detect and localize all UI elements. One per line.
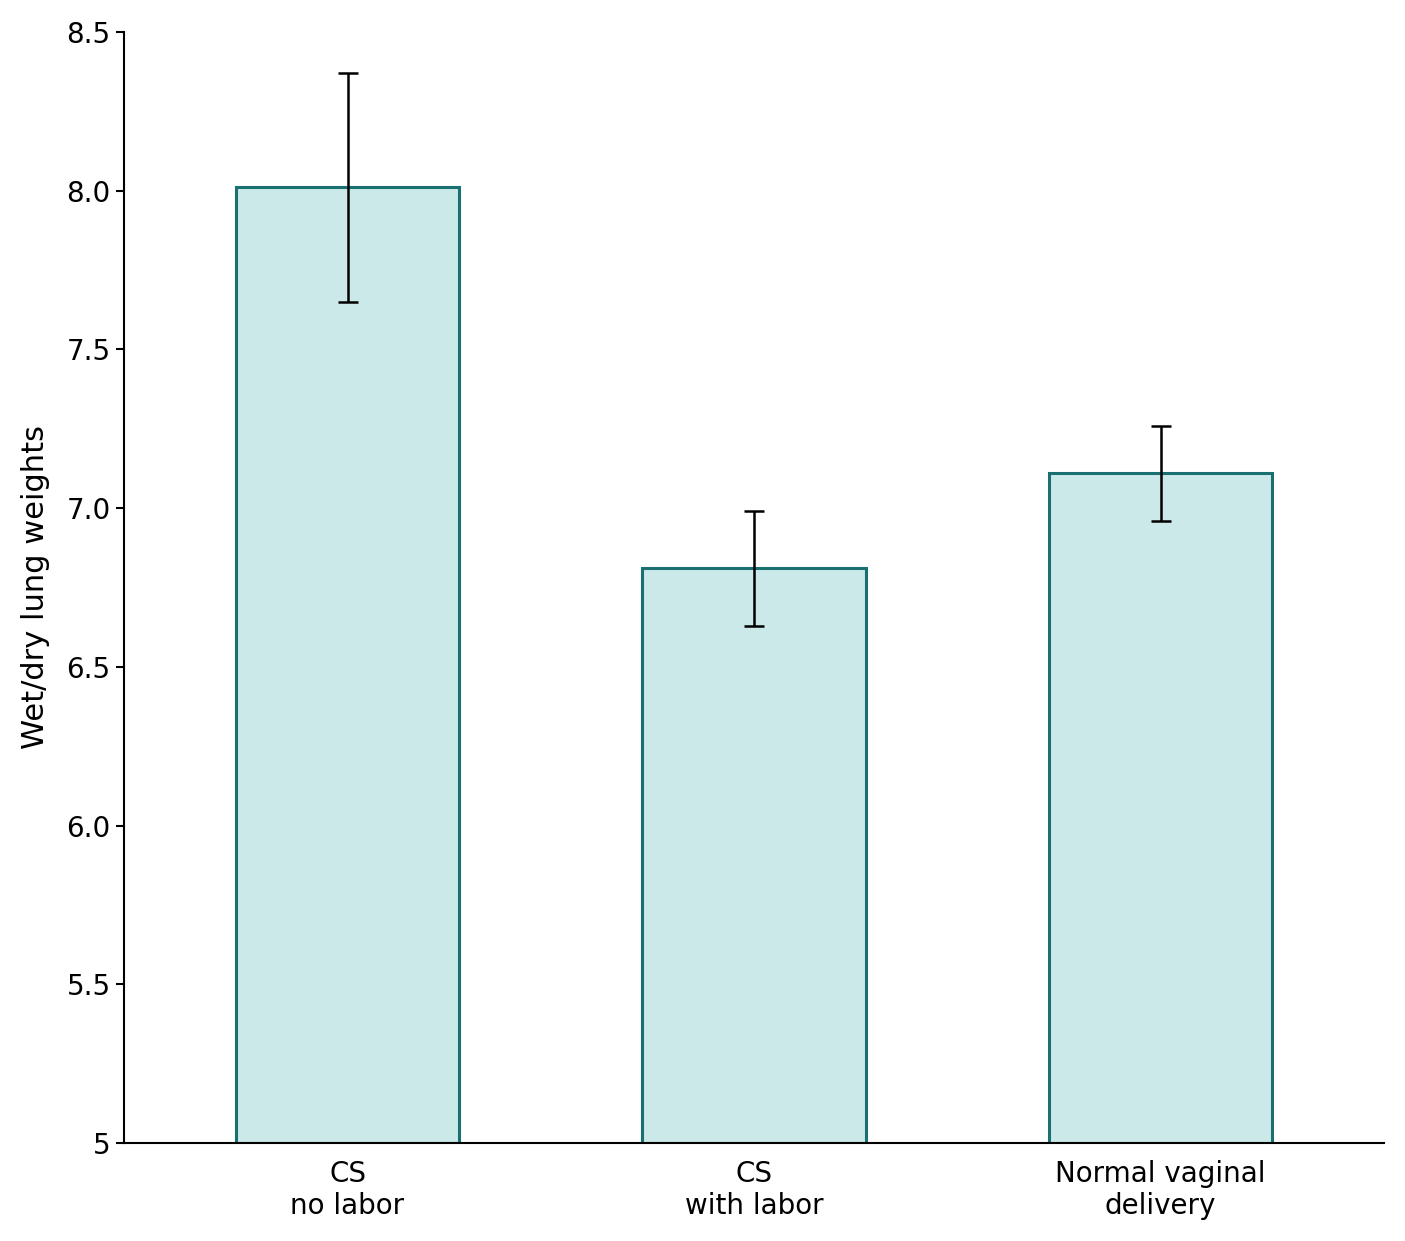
Bar xyxy=(236,187,459,1143)
Y-axis label: Wet/dry lung weights: Wet/dry lung weights xyxy=(21,426,49,750)
Bar xyxy=(1048,473,1273,1143)
Bar xyxy=(642,568,865,1143)
